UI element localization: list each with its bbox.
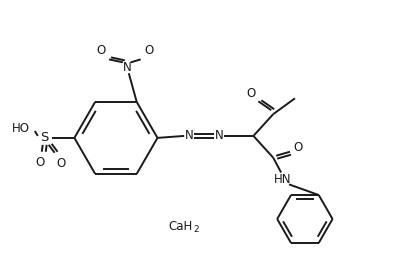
Text: HO: HO	[12, 122, 30, 134]
Text: O: O	[35, 156, 44, 169]
Text: CaH: CaH	[168, 220, 193, 233]
Text: N: N	[123, 61, 131, 74]
Text: O: O	[56, 157, 65, 170]
Text: O: O	[293, 141, 303, 154]
Text: S: S	[41, 131, 49, 144]
Text: O: O	[144, 44, 153, 57]
Text: O: O	[247, 87, 256, 100]
Text: 2: 2	[193, 225, 199, 234]
Text: HN: HN	[274, 173, 292, 186]
Text: O: O	[96, 44, 106, 57]
Text: N: N	[214, 130, 223, 142]
Text: N: N	[185, 130, 193, 142]
